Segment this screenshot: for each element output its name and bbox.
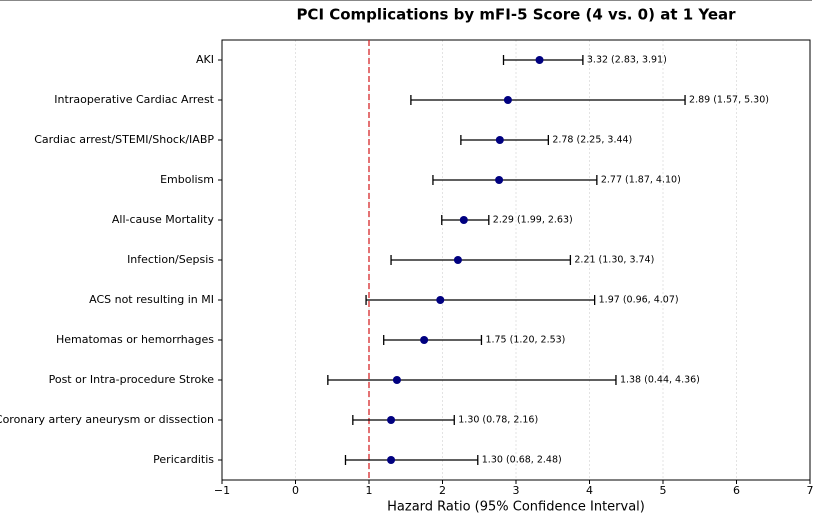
x-tick-label: 4 xyxy=(586,484,593,497)
point-estimate xyxy=(459,216,468,224)
y-tick-label: Cardiac arrest/STEMI/Shock/IABP xyxy=(34,133,214,146)
point-estimate xyxy=(436,296,445,304)
y-tick-label: Infection/Sepsis xyxy=(127,253,214,266)
y-tick-label: ACS not resulting in MI xyxy=(89,293,214,306)
y-tick-label: Hematomas or hemorrhages xyxy=(56,333,214,346)
x-tick-label: −1 xyxy=(214,484,230,497)
point-estimate xyxy=(503,96,512,104)
y-tick-label: Intraoperative Cardiac Arrest xyxy=(54,93,214,106)
point-estimate xyxy=(420,336,429,344)
data-label: 1.97 (0.96, 4.07) xyxy=(599,295,679,306)
data-label: 1.38 (0.44, 4.36) xyxy=(620,375,700,386)
point-estimate xyxy=(535,56,544,64)
x-tick-label: 7 xyxy=(807,484,814,497)
data-label: 2.21 (1.30, 3.74) xyxy=(574,255,654,266)
data-label: 1.75 (1.20, 2.53) xyxy=(485,335,565,346)
point-estimate xyxy=(392,376,401,384)
point-estimate xyxy=(387,456,396,464)
point-estimate xyxy=(495,176,504,184)
point-estimate xyxy=(453,256,462,264)
y-tick-label: Coronary artery aneurysm or dissection xyxy=(0,413,214,426)
chart-title: PCI Complications by mFI-5 Score (4 vs. … xyxy=(296,6,736,24)
data-label: 3.32 (2.83, 3.91) xyxy=(587,55,667,66)
y-tick-label: Pericarditis xyxy=(153,453,214,466)
point-estimate xyxy=(387,416,396,424)
y-tick-label: Embolism xyxy=(160,173,214,186)
data-label: 2.77 (1.87, 4.10) xyxy=(601,175,681,186)
y-tick-label: AKI xyxy=(196,53,214,66)
x-axis-label: Hazard Ratio (95% Confidence Interval) xyxy=(387,500,645,515)
data-label: 2.29 (1.99, 2.63) xyxy=(493,215,573,226)
x-tick-label: 5 xyxy=(660,484,667,497)
x-tick-label: 3 xyxy=(513,484,520,497)
data-label: 2.89 (1.57, 5.30) xyxy=(689,95,769,106)
y-tick-label: Post or Intra-procedure Stroke xyxy=(49,373,215,386)
x-tick-label: 2 xyxy=(439,484,446,497)
data-label: 2.78 (2.25, 3.44) xyxy=(552,135,632,146)
y-tick-label: All-cause Mortality xyxy=(112,213,215,226)
x-tick-label: 0 xyxy=(292,484,299,497)
x-tick-label: 1 xyxy=(366,484,373,497)
data-label: 1.30 (0.68, 2.48) xyxy=(482,455,562,466)
point-estimate xyxy=(495,136,504,144)
data-label: 1.30 (0.78, 2.16) xyxy=(458,415,538,426)
x-tick-label: 6 xyxy=(733,484,740,497)
